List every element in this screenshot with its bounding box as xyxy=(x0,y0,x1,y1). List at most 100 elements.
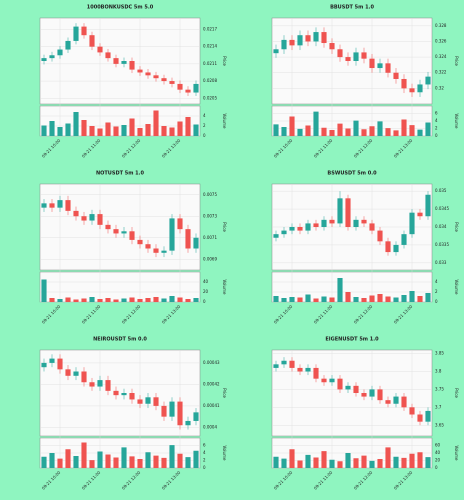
y-tick-label: 0.0217 xyxy=(203,26,217,31)
y-tick-label: 0.0071 xyxy=(203,235,217,240)
candle-body xyxy=(129,393,135,400)
volume-bar xyxy=(369,295,375,302)
candle-body xyxy=(169,401,175,417)
volume-bar xyxy=(41,279,47,302)
volume-bar xyxy=(289,297,295,302)
candle-body xyxy=(97,380,103,387)
y-tick-label: 0.0205 xyxy=(203,95,217,100)
x-tick-label: 09-21 11:00 xyxy=(81,304,102,325)
y-tick-label: 0.324 xyxy=(435,54,447,59)
candle-body xyxy=(297,227,303,231)
volume-bar xyxy=(73,299,79,302)
x-tick-label: 09-21 10:00 xyxy=(41,138,62,159)
y-tick-label: 0.033 xyxy=(435,260,447,265)
volume-bar xyxy=(313,298,319,302)
y-tick-label: 0.0214 xyxy=(203,44,217,49)
volume-bar xyxy=(153,455,159,468)
v-axis-label: Volume xyxy=(222,114,227,129)
candle-body xyxy=(137,239,143,245)
volume-bar xyxy=(329,297,335,302)
y-tick-label: 0.0208 xyxy=(203,78,217,83)
volume-bar xyxy=(393,297,399,302)
volume-bar xyxy=(57,127,63,136)
volume-bar xyxy=(49,298,55,302)
volume-bar xyxy=(401,295,407,302)
y-axis-label: Price xyxy=(222,388,227,398)
v-tick-label: 6 xyxy=(203,443,206,448)
v-tick-label: 20 xyxy=(203,289,209,294)
x-tick-label: 09-21 12:00 xyxy=(353,138,374,159)
volume-bar xyxy=(161,126,167,136)
volume-bar xyxy=(313,111,319,136)
price-panel xyxy=(271,17,433,105)
candle-body xyxy=(57,200,63,208)
volume-bar xyxy=(273,456,279,468)
volume-bar xyxy=(73,112,79,136)
y-tick-label: 0.035 xyxy=(435,188,447,193)
candle-body xyxy=(377,63,383,69)
x-tick-label: 09-21 13:00 xyxy=(393,304,414,325)
candle-body xyxy=(425,410,431,422)
volume-bar xyxy=(105,454,111,468)
v-tick-label: 4 xyxy=(203,450,206,455)
candle-body xyxy=(161,405,167,417)
volume-bar xyxy=(353,297,359,302)
volume-panel xyxy=(39,271,201,303)
candle-body xyxy=(353,385,359,393)
volume-bar xyxy=(177,453,183,468)
y-tick-label: 3.7 xyxy=(435,404,442,409)
v-axis-label: Volume xyxy=(454,280,459,295)
candle-body xyxy=(273,234,279,238)
volume-bar xyxy=(329,459,335,468)
candle-body xyxy=(345,57,351,61)
volume-bar xyxy=(89,297,95,302)
candle-body xyxy=(193,83,199,93)
candle-body xyxy=(337,49,343,58)
candle-body xyxy=(193,237,199,249)
candle-body xyxy=(121,393,127,396)
candle-body xyxy=(81,371,87,383)
v-tick-label: 4 xyxy=(203,113,206,118)
volume-bar xyxy=(321,127,327,136)
volume-bar xyxy=(289,449,295,468)
volume-bar xyxy=(329,130,335,136)
volume-bar xyxy=(65,449,71,468)
candle-body xyxy=(273,49,279,54)
candle-body xyxy=(345,385,351,390)
volume-bar xyxy=(401,457,407,468)
volume-bar xyxy=(41,125,47,136)
candle-body xyxy=(425,76,431,85)
v-axis-label: Volume xyxy=(454,446,459,461)
volume-bar xyxy=(105,298,111,302)
volume-bar xyxy=(385,128,391,136)
panel: BSWUSDT 5m 0.0 0.033 0.0335 0.034 0.0345 0.03… xyxy=(271,171,459,325)
candle-body xyxy=(409,212,415,235)
x-tick-label: 09-21 12:00 xyxy=(121,304,142,325)
x-tick-label: 09-21 10:00 xyxy=(273,304,294,325)
volume-bar xyxy=(193,298,199,302)
volume-bar xyxy=(425,122,431,136)
volume-bar xyxy=(89,460,95,468)
volume-bar xyxy=(377,121,383,136)
volume-bar xyxy=(121,298,127,302)
y-tick-label: 0.034 xyxy=(435,224,447,229)
volume-bar xyxy=(393,456,399,468)
candle-body xyxy=(409,407,415,415)
y-tick-label: 3.75 xyxy=(435,386,444,391)
volume-bar xyxy=(417,452,423,468)
volume-bar xyxy=(361,298,367,302)
volume-bar xyxy=(273,296,279,302)
volume-bar xyxy=(81,298,87,302)
chart-title: EIGENUSDT 5m 1.0 xyxy=(325,337,379,343)
candle-body xyxy=(113,229,119,234)
candle-body xyxy=(401,78,407,89)
volume-bar xyxy=(121,447,127,468)
y-tick-label: 0.00043 xyxy=(203,360,220,365)
y-axis-label: Price xyxy=(222,56,227,66)
y-tick-label: 0.326 xyxy=(435,38,447,43)
candle-body xyxy=(369,389,375,397)
candle-body xyxy=(49,358,55,363)
volume-bar xyxy=(377,459,383,468)
volume-bar xyxy=(393,130,399,136)
